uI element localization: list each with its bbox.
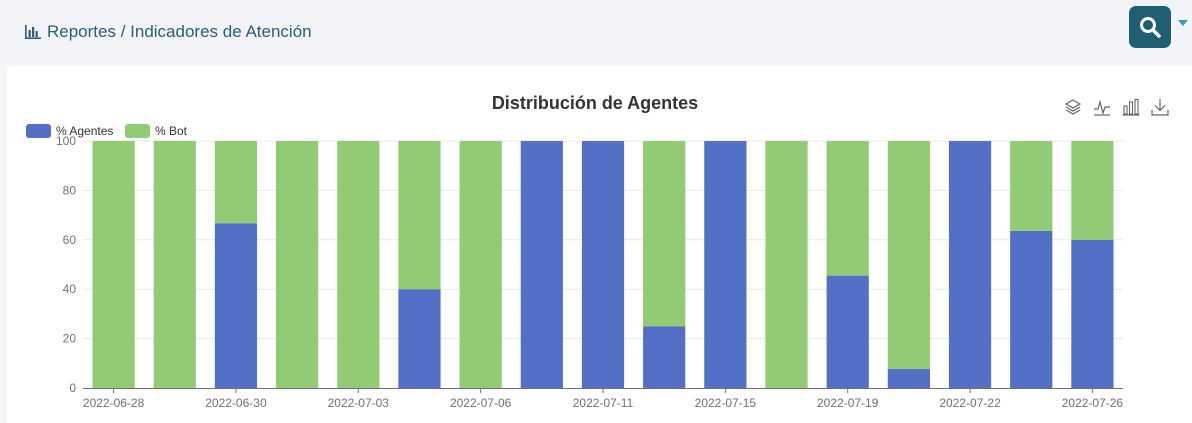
bar-chart-icon[interactable] [1122,98,1140,116]
legend-label: % Bot [155,124,188,138]
bar-bot[interactable] [337,141,380,388]
bar-bot[interactable] [92,141,135,388]
x-tick-label: 2022-07-19 [817,396,879,410]
stack-icon[interactable] [1064,98,1082,116]
legend-label: % Agentes [56,124,113,138]
chart-toolbox [1064,98,1169,116]
bar-bot[interactable] [153,141,196,388]
bar-agentes[interactable] [704,141,747,388]
bar-agentes[interactable] [214,223,258,388]
bar-agentes[interactable] [1010,230,1053,388]
bar-bot[interactable] [1010,141,1053,231]
search-button[interactable] [1129,6,1171,48]
bar-agentes[interactable] [581,141,625,388]
x-tick-label: 2022-06-30 [205,396,267,410]
x-tick-label: 2022-07-06 [450,396,512,410]
breadcrumb: Reportes / Indicadores de Atención [25,22,312,42]
bar-chart-icon [25,25,41,39]
bar-bot[interactable] [459,141,502,388]
download-icon[interactable] [1151,98,1169,116]
y-tick-label: 80 [63,183,77,197]
chart-card: 0 20 40 60 80 100 2022-06-28 2022-06-30 2022-07-… [7,66,1192,423]
bar-agentes[interactable] [398,289,441,388]
y-tick-label: 100 [56,134,76,148]
bar-bot[interactable] [765,141,808,388]
bar-bot[interactable] [214,141,258,224]
breadcrumb-text: Reportes / Indicadores de Atención [47,22,312,41]
bar-bot[interactable] [887,141,930,369]
x-tick-label: 2022-07-11 [573,396,634,410]
bar-agentes[interactable] [948,141,992,388]
line-chart-icon[interactable] [1093,98,1111,116]
x-tick-label: 2022-07-26 [1062,396,1124,410]
distribution-chart: 0 20 40 60 80 100 2022-06-28 2022-06-30 2022-07-… [26,93,1124,410]
y-tick-label: 40 [63,282,77,296]
bar-agentes[interactable] [1071,239,1114,388]
legend-swatch [125,124,150,138]
x-tick-label: 2022-06-28 [83,396,145,410]
bar-bot[interactable] [276,141,319,388]
bar-bot[interactable] [1071,141,1114,240]
y-tick-label: 60 [63,233,77,247]
legend-item-agentes[interactable]: % Agentes [26,124,113,138]
page-header: Reportes / Indicadores de Atención [0,0,1192,66]
y-tick-label: 0 [69,381,76,395]
bar-bot[interactable] [826,141,869,276]
bar-agentes[interactable] [887,368,930,388]
bar-agentes[interactable] [826,275,869,388]
x-tick-label: 2022-07-03 [328,396,390,410]
search-icon [1140,17,1161,38]
x-tick-label: 2022-07-15 [695,396,757,410]
bar-agentes[interactable] [643,326,686,388]
legend-swatch [26,124,51,138]
chart-title: Distribución de Agentes [492,93,698,113]
y-tick-label: 20 [63,332,77,346]
bar-bot[interactable] [398,141,441,290]
bar-agentes[interactable] [520,141,563,388]
x-tick-label: 2022-07-22 [939,396,1001,410]
chevron-down-icon[interactable] [1178,20,1188,26]
bar-bot[interactable] [643,141,686,327]
legend-item-bot[interactable]: % Bot [125,124,188,138]
